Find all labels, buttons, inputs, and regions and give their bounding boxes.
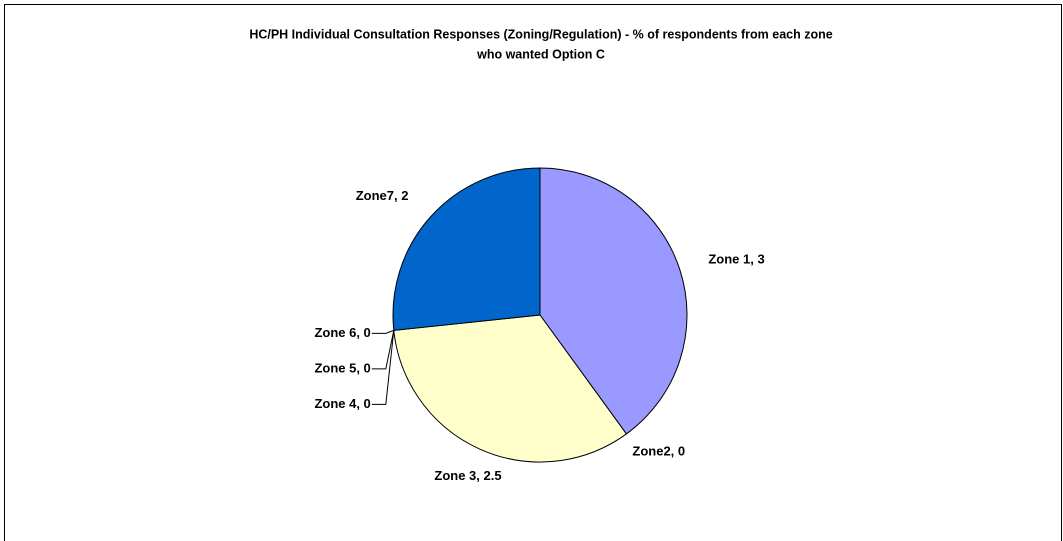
data-label: Zone2, 0 xyxy=(632,443,685,458)
pie-slice xyxy=(392,167,541,331)
data-label: Zone 5, 0 xyxy=(314,360,370,375)
leader-line xyxy=(371,330,395,370)
data-label: Zone 1, 3 xyxy=(708,252,764,267)
chart-title: who wanted Option C xyxy=(476,47,605,61)
chart-title: HC/PH Individual Consultation Responses … xyxy=(249,27,832,41)
pie-slice xyxy=(539,167,688,435)
leader-line xyxy=(371,330,395,405)
leader-line xyxy=(371,329,394,334)
data-label: Zone 3, 2.5 xyxy=(434,468,501,483)
pie-slice xyxy=(393,314,628,463)
data-label: Zone7, 2 xyxy=(356,188,409,203)
data-label: Zone 6, 0 xyxy=(314,325,370,340)
data-label: Zone 4, 0 xyxy=(314,396,370,411)
